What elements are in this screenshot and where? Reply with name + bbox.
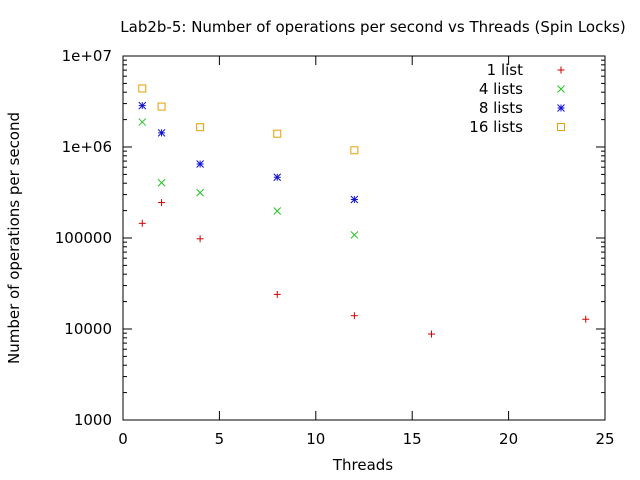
legend-marker [557,123,565,131]
legend-label: 16 lists [469,118,523,136]
data-point [273,290,281,298]
y-tick-label: 1e+06 [62,138,112,156]
legend-label: 1 list [487,61,523,79]
data-point [138,118,147,126]
data-point [196,188,204,197]
data-point [196,160,204,168]
y-tick-label: 100000 [55,229,112,247]
data-point [350,195,359,204]
x-tick-label: 20 [499,430,518,448]
data-point [138,84,147,93]
data-point [157,178,166,187]
y-axis-label: Number of operations per second [5,112,23,364]
data-point [350,312,358,320]
series-1 [138,199,590,338]
chart-title: Lab2b-5: Number of operations per second… [120,18,625,36]
x-tick-label: 25 [595,430,614,448]
data-point [158,199,166,207]
x-axis-label: Threads [332,456,393,474]
data-point [157,129,166,137]
x-axis: 0 5 10 15 20 25 [118,56,615,448]
y-axis: 1000 10000 100000 1e+06 1e+07 [55,47,605,429]
data-point [427,330,435,338]
legend-label: 4 lists [479,80,523,98]
data-point [157,102,166,111]
data-point [350,231,359,239]
data-point [273,129,282,138]
data-point [273,173,282,182]
y-tick-label: 10000 [64,320,112,338]
data-point [138,101,147,110]
x-tick-label: 5 [215,430,225,448]
series-4 [138,84,359,155]
legend-marker [557,66,565,74]
x-tick-label: 0 [118,430,128,448]
data-point [196,235,204,243]
data-point [138,219,146,227]
data-points [138,84,590,338]
y-tick-label: 1000 [74,411,112,429]
legend-marker [557,85,565,93]
data-point [196,123,205,132]
legend-marker [557,104,565,112]
data-point [582,315,590,323]
plot-area-frame [122,55,606,421]
x-tick-label: 15 [403,430,422,448]
series-2 [138,118,359,239]
series-3 [138,101,359,204]
legend-label: 8 lists [479,99,523,117]
data-point [350,146,359,155]
x-tick-label: 10 [306,430,325,448]
y-tick-label: 1e+07 [62,47,112,65]
data-point [273,207,282,215]
